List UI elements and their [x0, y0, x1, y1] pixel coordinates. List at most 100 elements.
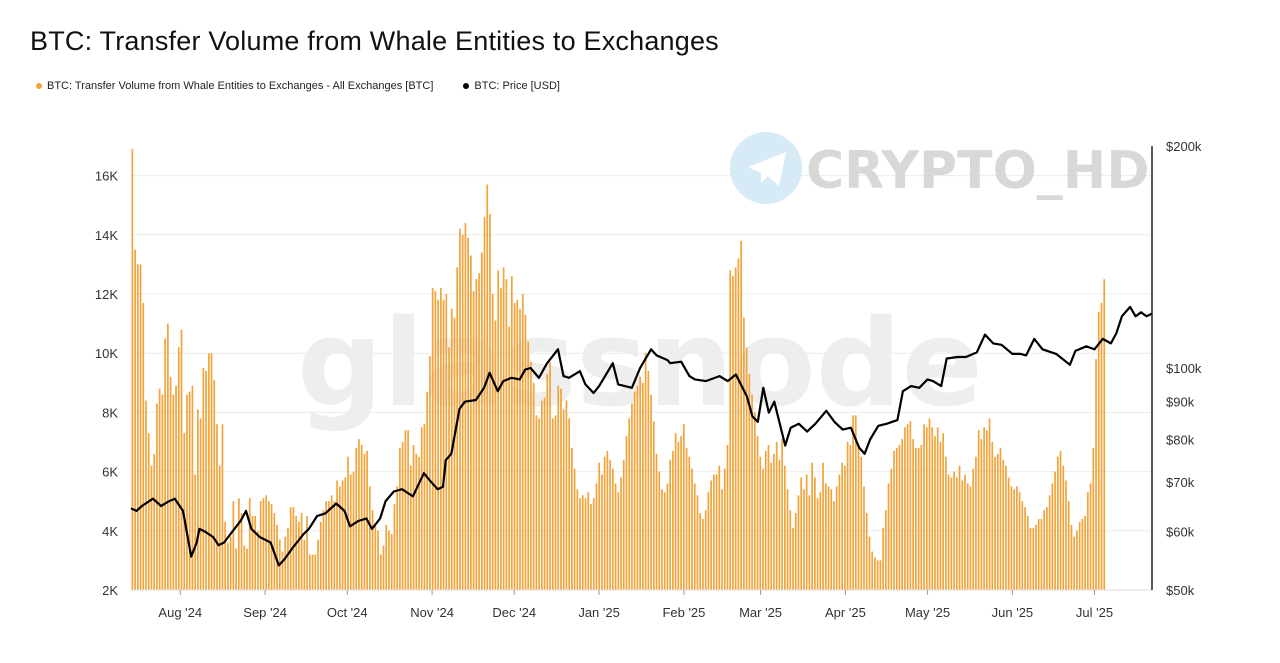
volume-bar: [456, 267, 459, 590]
volume-bar: [423, 424, 426, 590]
volume-bar: [652, 421, 655, 590]
volume-bar: [453, 317, 456, 590]
volume-bar: [199, 418, 202, 590]
volume-bar: [358, 439, 360, 590]
volume-bar: [205, 370, 207, 590]
volume-bar: [1037, 518, 1040, 590]
volume-bar: [625, 436, 628, 590]
volume-bar: [917, 447, 920, 590]
volume-bar: [1070, 524, 1073, 590]
y-right-tick-label: $70k: [1166, 475, 1195, 490]
volume-bar: [573, 468, 576, 590]
volume-bar: [827, 486, 830, 590]
x-tick-label: Jan '25: [578, 605, 620, 620]
volume-bar: [396, 486, 399, 590]
volume-bar: [494, 320, 497, 590]
volume-bar: [156, 403, 158, 590]
volume-bar: [486, 184, 489, 591]
volume-bar: [977, 430, 980, 590]
volume-bar: [854, 415, 857, 590]
volume-bar: [745, 347, 748, 590]
volume-bar: [617, 492, 620, 590]
x-tick-label: Nov '24: [410, 605, 454, 620]
volume-bar: [786, 489, 789, 590]
volume-bar: [816, 498, 819, 590]
volume-bar: [805, 474, 808, 590]
volume-bar: [557, 385, 560, 590]
volume-bar: [587, 492, 590, 590]
volume-bar: [584, 498, 587, 590]
volume-bar: [554, 415, 557, 590]
volume-bar: [317, 539, 319, 590]
volume-bar: [224, 521, 227, 590]
volume-bar: [535, 415, 538, 590]
volume-bar: [844, 465, 846, 590]
telegram-plane-icon: [730, 132, 802, 204]
volume-bar: [781, 439, 783, 590]
volume-bar: [1005, 465, 1007, 590]
volume-bar: [412, 444, 415, 590]
volume-bar: [371, 510, 374, 590]
volume-bar: [835, 486, 838, 590]
volume-bar: [434, 291, 437, 590]
volume-bar: [295, 516, 298, 590]
volume-bar: [172, 394, 175, 590]
volume-bar: [377, 530, 379, 590]
volume-bar: [958, 465, 961, 590]
volume-bar: [748, 373, 751, 590]
volume-bar: [355, 447, 358, 590]
volume-bar: [696, 495, 699, 590]
legend-item-price[interactable]: BTC: Price [USD]: [463, 80, 560, 92]
volume-bar: [1056, 456, 1059, 590]
volume-bar: [644, 353, 647, 590]
volume-bar: [710, 480, 712, 590]
volume-bar: [237, 498, 240, 590]
volume-bar: [980, 439, 983, 590]
volume-bar: [693, 483, 696, 590]
volume-bar: [227, 542, 229, 590]
volume-bar: [822, 462, 824, 590]
volume-bar: [945, 456, 947, 590]
volume-bar: [415, 453, 418, 590]
volume-bar: [983, 427, 985, 590]
volume-bar: [497, 270, 500, 590]
y-right-tick-label: $100k: [1166, 361, 1202, 376]
volume-bar: [961, 480, 964, 590]
volume-bar: [142, 302, 145, 590]
volume-bar: [532, 382, 535, 590]
y-left-tick-label: 2K: [102, 583, 118, 598]
volume-bar: [404, 430, 407, 590]
volume-bar: [718, 465, 721, 590]
volume-bar: [210, 353, 213, 590]
volume-bar: [1065, 480, 1067, 590]
volume-bar: [1035, 524, 1037, 590]
volume-bar: [243, 545, 246, 590]
volume-bar: [824, 483, 827, 590]
volume-bar: [349, 474, 352, 590]
x-tick-label: Feb '25: [662, 605, 705, 620]
volume-bar: [549, 362, 551, 590]
volume-bar: [150, 465, 153, 590]
volume-bar: [344, 477, 347, 590]
volume-bar: [333, 501, 336, 590]
x-axis-ticks: Aug '24 Sep '24 Oct '24 Nov '24 Dec '24 Jan '…: [158, 590, 1113, 620]
volume-bar: [1097, 311, 1100, 590]
volume-bar: [713, 474, 715, 590]
volume-bar: [134, 249, 136, 590]
legend-label-price: BTC: Price [USD]: [474, 80, 560, 92]
volume-bar: [393, 504, 396, 590]
volume-bar: [562, 409, 565, 590]
volume-bar: [592, 498, 595, 590]
volume-bar: [898, 444, 901, 590]
legend-item-volume[interactable]: BTC: Transfer Volume from Whale Entities…: [36, 80, 433, 92]
volume-bar: [571, 447, 573, 590]
volume-bar: [513, 302, 516, 590]
volume-bar: [167, 323, 169, 590]
volume-bar: [1048, 495, 1051, 590]
volume-bar: [303, 539, 306, 590]
volume-bar: [893, 450, 895, 590]
volume-bar: [1002, 459, 1005, 590]
volume-bar: [890, 468, 893, 590]
volume-bar: [418, 456, 420, 590]
